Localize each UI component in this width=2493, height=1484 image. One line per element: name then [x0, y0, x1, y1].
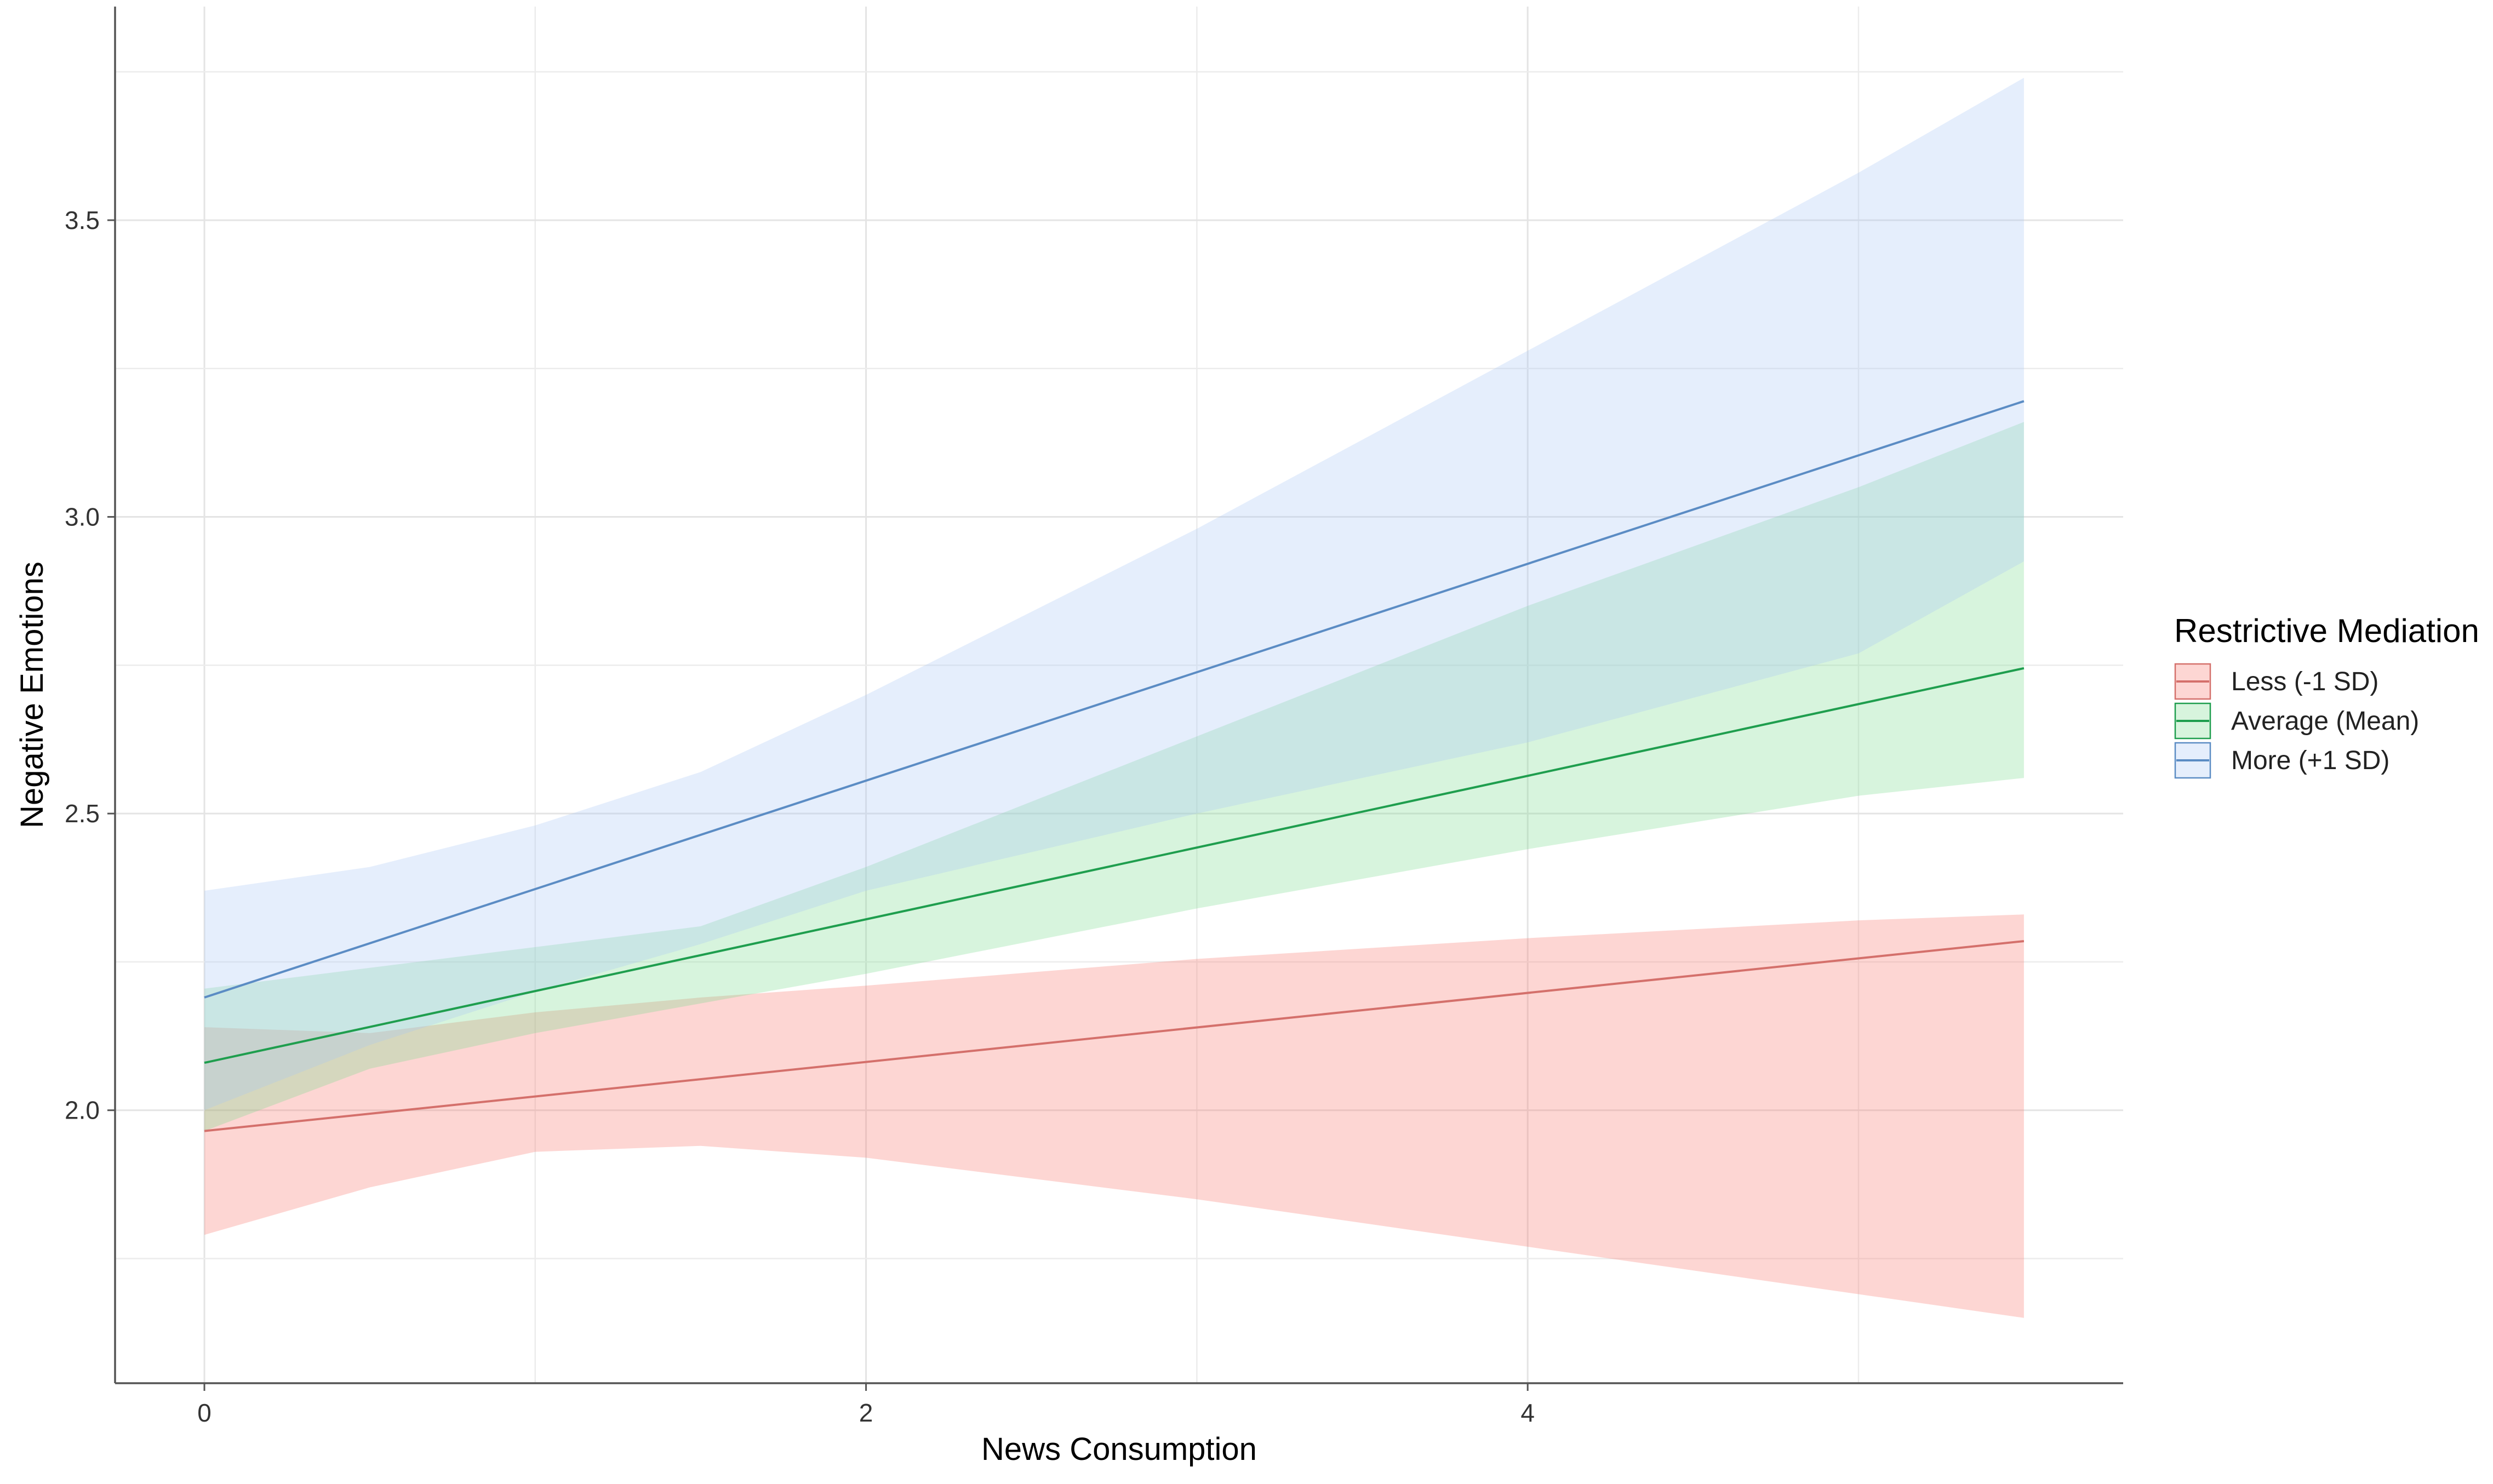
x-tick-label: 2 — [859, 1399, 873, 1427]
y-tick-label: 2.0 — [65, 1096, 100, 1125]
grid — [115, 7, 2123, 1383]
legend-item-0: Less (-1 SD) — [2174, 663, 2378, 700]
series-line-0 — [204, 940, 2025, 1132]
series-line-1 — [204, 667, 2025, 1064]
legend-title: Restrictive Mediation — [2174, 612, 2479, 649]
legend-label-1: Average (Mean) — [2231, 707, 2419, 736]
series-lines — [204, 400, 2025, 1132]
axes — [114, 7, 2123, 1384]
series-line-2 — [204, 400, 2025, 999]
confidence-band-2 — [204, 78, 2024, 1110]
y-tick-label: 3.0 — [65, 503, 100, 531]
confidence-band-0 — [204, 914, 2024, 1318]
y-tick-label: 3.5 — [65, 206, 100, 234]
legend-label-0: Less (-1 SD) — [2231, 667, 2378, 696]
legend-items: Less (-1 SD) Average (Mean) More (+1 SD) — [2174, 663, 2419, 779]
y-axis-title: Negative Emotions — [14, 561, 50, 828]
y-tick-label: 2.5 — [65, 799, 100, 828]
legend: Restrictive Mediation Less (-1 SD) Averag… — [2174, 612, 2479, 779]
x-axis-title: News Consumption — [981, 1431, 1257, 1467]
tick-labels: 0 2 4 2.0 2.5 3.0 3.5 — [65, 206, 1535, 1427]
x-tick-label: 0 — [197, 1399, 211, 1427]
legend-label-2: More (+1 SD) — [2231, 746, 2389, 775]
legend-item-1: Average (Mean) — [2174, 702, 2419, 740]
x-tick-label: 4 — [1520, 1399, 1535, 1427]
confidence-band-1 — [204, 422, 2024, 1131]
legend-item-2: More (+1 SD) — [2174, 742, 2389, 779]
confidence-bands — [204, 78, 2024, 1318]
